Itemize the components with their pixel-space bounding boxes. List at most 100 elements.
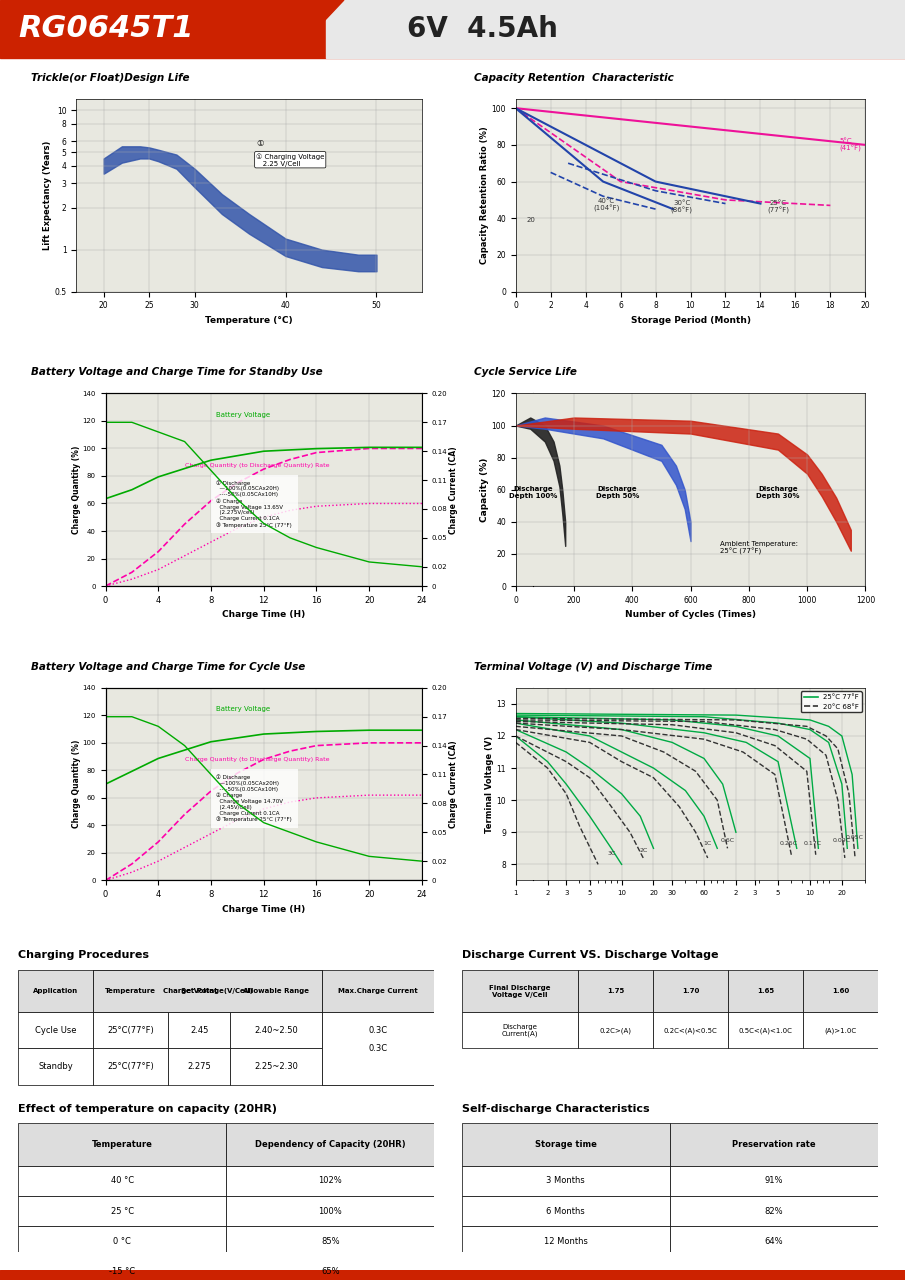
FancyBboxPatch shape: [803, 1012, 878, 1048]
Bar: [326, 0, 905, 58]
FancyBboxPatch shape: [18, 970, 93, 1012]
FancyBboxPatch shape: [18, 1226, 226, 1257]
FancyBboxPatch shape: [93, 970, 168, 1012]
Text: Effect of temperature on capacity (20HR): Effect of temperature on capacity (20HR): [18, 1103, 277, 1114]
FancyBboxPatch shape: [322, 970, 434, 1012]
30°C(86°F): [510, 101, 521, 116]
Text: 6V  4.5Ah: 6V 4.5Ah: [407, 15, 558, 42]
Text: 82%: 82%: [765, 1207, 783, 1216]
Text: 1C: 1C: [703, 841, 712, 846]
FancyBboxPatch shape: [226, 1257, 434, 1280]
25°C(77°F): [510, 101, 521, 116]
Text: 1.70: 1.70: [681, 988, 700, 995]
Text: Charge Voltage(V/Cell): Charge Voltage(V/Cell): [163, 988, 252, 995]
Y-axis label: Battery Voltage (V)/Per Cell: Battery Voltage (V)/Per Cell: [550, 430, 559, 549]
Line: 30°C(86°F): 30°C(86°F): [516, 109, 760, 204]
Text: Trickle(or Float)Design Life: Trickle(or Float)Design Life: [31, 73, 189, 83]
FancyBboxPatch shape: [670, 1226, 878, 1257]
FancyBboxPatch shape: [231, 1048, 322, 1084]
Text: 5°C
(41°F): 5°C (41°F): [839, 138, 861, 152]
Text: 25°C
(77°F): 25°C (77°F): [767, 200, 789, 214]
Text: 25°C(77°F): 25°C(77°F): [107, 1062, 154, 1071]
Text: Ambient Temperature:
25°C (77°F): Ambient Temperature: 25°C (77°F): [719, 541, 797, 556]
Text: Max.Charge Current: Max.Charge Current: [338, 988, 418, 995]
X-axis label: Number of Cycles (Times): Number of Cycles (Times): [625, 611, 756, 620]
Text: Temperature: Temperature: [105, 988, 156, 995]
Text: ① Discharge
  —100%(0.05CAx20H)
  ----50%(0.05CAx10H)
② Charge
  Charge Voltage : ① Discharge —100%(0.05CAx20H) ----50%(0.…: [216, 774, 292, 822]
FancyBboxPatch shape: [728, 970, 803, 1012]
Text: 2C: 2C: [639, 847, 647, 852]
X-axis label: Temperature (°C): Temperature (°C): [205, 316, 293, 325]
Text: Discharge Current VS. Discharge Voltage: Discharge Current VS. Discharge Voltage: [462, 950, 718, 960]
FancyBboxPatch shape: [653, 1012, 728, 1048]
40°C(104°F): [597, 174, 608, 189]
Text: ① Charging Voltage
   2.25 V/Cell: ① Charging Voltage 2.25 V/Cell: [256, 152, 324, 166]
FancyBboxPatch shape: [462, 1124, 670, 1166]
Text: 12 Months: 12 Months: [544, 1236, 587, 1245]
FancyBboxPatch shape: [322, 1012, 434, 1048]
Text: 30°C
(86°F): 30°C (86°F): [671, 200, 692, 214]
Text: Standby: Standby: [38, 1062, 73, 1071]
Text: Charging Procedures: Charging Procedures: [18, 950, 149, 960]
FancyBboxPatch shape: [168, 970, 231, 1012]
Text: Battery Voltage and Charge Time for Standby Use: Battery Voltage and Charge Time for Stan…: [31, 367, 322, 378]
Text: 1.65: 1.65: [757, 988, 774, 995]
Y-axis label: Charge Quantity (%): Charge Quantity (%): [71, 740, 81, 828]
FancyBboxPatch shape: [578, 1012, 653, 1048]
Text: 40 °C: 40 °C: [110, 1176, 134, 1185]
X-axis label: Charge Time (H): Charge Time (H): [222, 905, 305, 914]
Text: 0.17C: 0.17C: [804, 841, 822, 846]
FancyBboxPatch shape: [670, 1166, 878, 1196]
Line: 40°C(104°F): 40°C(104°F): [516, 109, 673, 209]
FancyBboxPatch shape: [653, 970, 728, 1012]
40°C(104°F): [668, 201, 679, 216]
Text: 0.05C: 0.05C: [846, 835, 864, 840]
Text: 0.3C: 0.3C: [368, 1044, 387, 1053]
Text: Cycle Service Life: Cycle Service Life: [474, 367, 576, 378]
Text: ①: ①: [256, 140, 263, 148]
FancyBboxPatch shape: [93, 970, 322, 1012]
FancyBboxPatch shape: [728, 1012, 803, 1048]
Text: Set Point: Set Point: [181, 988, 217, 995]
Text: Application: Application: [33, 988, 78, 995]
FancyBboxPatch shape: [93, 1012, 168, 1048]
FancyBboxPatch shape: [322, 1048, 434, 1084]
Text: 102%: 102%: [319, 1176, 342, 1185]
Text: -15 °C: -15 °C: [110, 1267, 135, 1276]
Text: Storage time: Storage time: [535, 1140, 596, 1149]
Text: 0.2C>(A): 0.2C>(A): [600, 1027, 632, 1033]
Text: ① Discharge
  —100%(0.05CAx20H)
  ----50%(0.05CAx10H)
② Charge
  Charge Voltage : ① Discharge —100%(0.05CAx20H) ----50%(0.…: [216, 480, 292, 527]
FancyBboxPatch shape: [462, 1166, 670, 1196]
Text: 20: 20: [526, 218, 535, 223]
Text: Self-discharge Characteristics: Self-discharge Characteristics: [462, 1103, 649, 1114]
FancyBboxPatch shape: [168, 1012, 231, 1048]
Text: RG0645T1: RG0645T1: [18, 14, 194, 44]
Text: 0.5C<(A)<1.0C: 0.5C<(A)<1.0C: [738, 1027, 793, 1033]
Text: Temperature: Temperature: [91, 1140, 153, 1149]
Text: 25 °C: 25 °C: [110, 1207, 134, 1216]
Y-axis label: Capacity (%): Capacity (%): [480, 457, 489, 522]
FancyBboxPatch shape: [462, 970, 578, 1012]
Y-axis label: Battery Voltage (V)/Per Cell: Battery Voltage (V)/Per Cell: [550, 724, 559, 844]
FancyBboxPatch shape: [18, 1196, 226, 1226]
40°C(104°F): [510, 101, 521, 116]
Text: Discharge
Depth 30%: Discharge Depth 30%: [757, 485, 800, 499]
Y-axis label: Terminal Voltage (V): Terminal Voltage (V): [484, 736, 493, 833]
FancyBboxPatch shape: [226, 1226, 434, 1257]
FancyBboxPatch shape: [670, 1124, 878, 1166]
Y-axis label: Charge Current (CA): Charge Current (CA): [449, 445, 458, 534]
Text: 25°C(77°F): 25°C(77°F): [107, 1025, 154, 1034]
Text: 6 Months: 6 Months: [547, 1207, 585, 1216]
Text: 3 Months: 3 Months: [547, 1176, 585, 1185]
Text: Capacity Retention  Characteristic: Capacity Retention Characteristic: [474, 73, 674, 83]
Text: 2.275: 2.275: [187, 1062, 211, 1071]
FancyBboxPatch shape: [18, 1048, 93, 1084]
FancyBboxPatch shape: [18, 1012, 93, 1048]
Text: 0.3C: 0.3C: [368, 1025, 387, 1034]
Y-axis label: Capacity Retention Ratio (%): Capacity Retention Ratio (%): [480, 127, 489, 264]
FancyBboxPatch shape: [93, 1048, 168, 1084]
FancyBboxPatch shape: [168, 1048, 231, 1084]
Text: Charge Quantity (to Discharge Quantity) Rate: Charge Quantity (to Discharge Quantity) …: [185, 756, 329, 762]
Text: 3C: 3C: [607, 851, 615, 856]
Text: 1.60: 1.60: [832, 988, 849, 995]
